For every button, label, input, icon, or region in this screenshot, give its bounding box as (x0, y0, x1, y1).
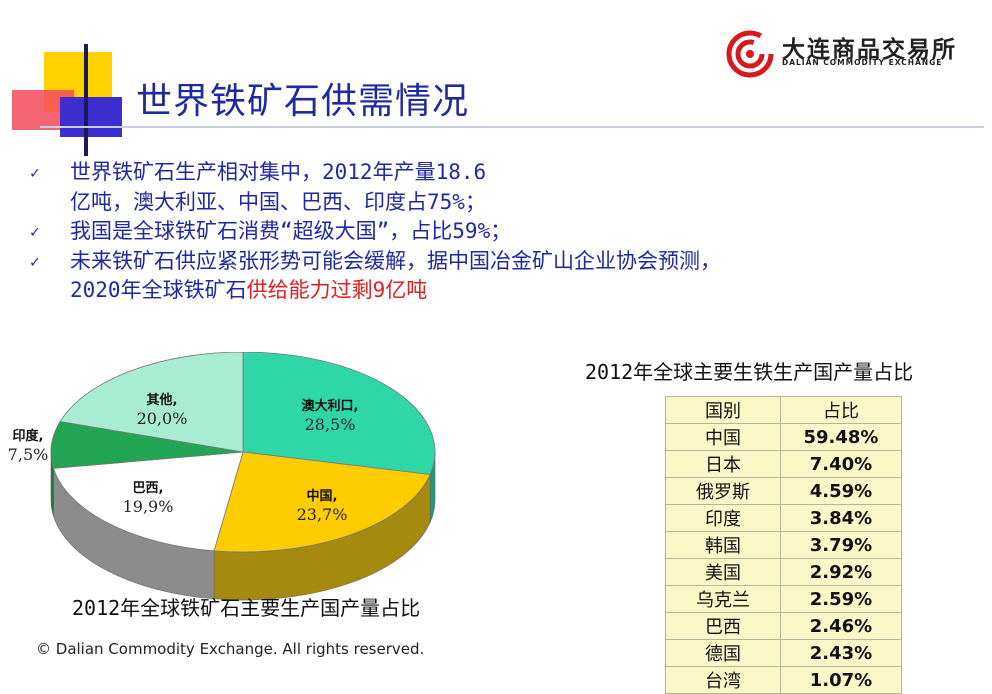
pie-chart: 澳大利口,28,5% 中国,23,7% 巴西,19,9% 印度,7,5% 其他,20,0… (8, 352, 436, 601)
share-cell: 2.46% (780, 612, 902, 640)
bullet-line: 我国是全球铁矿石消费“超级大国”，占比59%； (70, 219, 512, 243)
bullet-line: 2020年全球铁矿石供给能力过剩9亿吨 (70, 276, 980, 306)
share-cell: 2.59% (780, 585, 902, 613)
pie-slice (213, 451, 431, 553)
slice-name-label: 澳大利口, (302, 398, 359, 414)
country-cell: 德国 (665, 639, 781, 667)
bullet-list: ✓ 世界铁矿石生产相对集中，2012年产量18.6 亿吨，澳大利亚、中国、巴西、… (30, 158, 980, 306)
share-cell: 3.79% (780, 531, 902, 559)
slice-value-label: 7,5% (8, 445, 49, 464)
table-row: 德国 2.43% (665, 639, 902, 667)
share-cell: 3.84% (780, 504, 902, 532)
share-cell: 2.92% (780, 558, 902, 586)
table-row: 中国 59.48% (665, 423, 902, 451)
pie-slice (59, 352, 244, 453)
header-divider (40, 126, 984, 128)
country-cell: 日本 (665, 450, 781, 478)
checkmark-icon: ✓ (30, 251, 40, 271)
country-cell: 乌克兰 (665, 585, 781, 613)
share-cell: 7.40% (780, 450, 902, 478)
table-header-row: 国别 占比 (665, 396, 902, 424)
table-row: 乌克兰 2.59% (665, 585, 902, 613)
table-title: 2012年全球主要生铁生产国产量占比 (585, 360, 914, 384)
table-row: 韩国 3.79% (665, 531, 902, 559)
decor-vertical-line (84, 44, 88, 156)
copyright-text: © Dalian Commodity Exchange. All rights … (36, 640, 425, 658)
country-cell: 印度 (665, 504, 781, 532)
share-cell: 59.48% (780, 423, 902, 451)
table-row: 巴西 2.46% (665, 612, 902, 640)
country-cell: 中国 (665, 423, 781, 451)
slice-name-label: 印度, (13, 428, 44, 444)
country-cell: 巴西 (665, 612, 781, 640)
table-row: 印度 3.84% (665, 504, 902, 532)
bullet-line: 世界铁矿石生产相对集中，2012年产量18.6 (70, 160, 487, 184)
pie-slice (53, 451, 244, 552)
slice-name-label: 其他, (147, 392, 178, 408)
table-row: 日本 7.40% (665, 450, 902, 478)
logo-cn-text: 大连商品交易所 (782, 37, 957, 63)
bullet-item: ✓ 未来铁矿石供应紧张形势可能会缓解，据中国冶金矿山企业协会预测， 2020年全… (30, 247, 980, 306)
country-cell: 韩国 (665, 531, 781, 559)
bullet-item: ✓ 我国是全球铁矿石消费“超级大国”，占比59%； (30, 217, 980, 247)
slice-name-label: 巴西, (133, 481, 164, 496)
bullet-text: 2020年全球铁矿石 (70, 278, 247, 302)
country-cell: 俄罗斯 (665, 477, 781, 505)
bullet-item: ✓ 世界铁矿石生产相对集中，2012年产量18.6 亿吨，澳大利亚、中国、巴西、… (30, 158, 980, 217)
slice-name-label: 中国, (307, 488, 338, 504)
column-header-country: 国别 (665, 396, 781, 424)
highlight-text: 供给能力过剩9亿吨 (246, 278, 428, 302)
column-header-share: 占比 (780, 396, 902, 424)
pie-slice (242, 352, 436, 475)
slice-value-label: 23,7% (297, 505, 348, 524)
slice-value-label: 19,9% (123, 497, 174, 516)
page-title: 世界铁矿石供需情况 (136, 81, 470, 122)
bullet-line: 未来铁矿石供应紧张形势可能会缓解，据中国冶金矿山企业协会预测， (70, 248, 721, 273)
share-cell: 2.43% (780, 639, 902, 667)
logo-en-text: DALIAN COMMODITY EXCHANGE (782, 58, 943, 67)
dce-logo-icon (726, 30, 774, 78)
checkmark-icon: ✓ (30, 163, 40, 182)
production-table: 国别 占比 中国 59.48% 日本 7.40% 俄罗斯 4.59% 印度 3.84% 韩国 3.… (665, 396, 902, 694)
table-row: 美国 2.92% (665, 558, 902, 586)
slice-value-label: 20,0% (137, 409, 188, 428)
decor-blue-block (60, 97, 122, 137)
pie-chart-title: 2012年全球铁矿石主要生产国产量占比 (72, 596, 421, 620)
share-cell: 4.59% (780, 477, 902, 505)
slice-value-label: 28,5% (305, 415, 356, 434)
share-cell: 1.07% (780, 666, 902, 694)
table-row: 俄罗斯 4.59% (665, 477, 902, 505)
table-row: 台湾 1.07% (665, 666, 902, 694)
checkmark-icon: ✓ (30, 222, 40, 241)
country-cell: 美国 (665, 558, 781, 586)
bullet-line: 亿吨，澳大利亚、中国、巴西、印度占75%； (70, 189, 486, 214)
country-cell: 台湾 (665, 666, 781, 694)
